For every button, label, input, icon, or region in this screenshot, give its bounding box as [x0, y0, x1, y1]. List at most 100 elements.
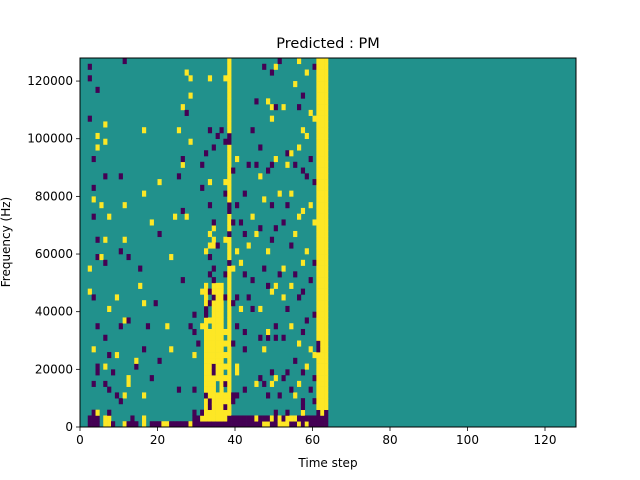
- heatmap-cell-low: [273, 225, 278, 232]
- heatmap-cell-low: [293, 357, 298, 364]
- heatmap-cell-low: [300, 328, 306, 336]
- heatmap-cell-high: [312, 219, 317, 226]
- heatmap-cell-high: [207, 415, 213, 422]
- heatmap-cell-low: [207, 127, 213, 134]
- y-tick-label: 60000: [35, 247, 73, 261]
- heatmap-cell-high: [324, 121, 329, 128]
- heatmap-cell-low: [312, 398, 317, 405]
- heatmap-cell-low: [316, 346, 321, 353]
- y-tick-label: 80000: [35, 189, 73, 203]
- heatmap-cell-low: [281, 334, 286, 341]
- heatmap-cell-low: [324, 415, 329, 422]
- heatmap-cell-high: [324, 403, 329, 411]
- heatmap-cell-low: [235, 323, 240, 330]
- heatmap-cell-high: [227, 190, 232, 197]
- heatmap-cell-high: [227, 109, 232, 116]
- heatmap-cell-low: [235, 294, 240, 301]
- heatmap-cell-high: [215, 305, 220, 312]
- heatmap-cell-high: [324, 271, 329, 278]
- heatmap-cell-low: [130, 421, 135, 428]
- heatmap-cell-high: [320, 305, 325, 312]
- heatmap-cell-high: [211, 415, 216, 422]
- heatmap-cell-high: [324, 69, 329, 76]
- heatmap-cell-low: [300, 415, 306, 422]
- heatmap-cell-low: [91, 294, 96, 301]
- heatmap-cell-low: [285, 202, 290, 209]
- heatmap-cell-low: [227, 132, 232, 140]
- heatmap-cell-high: [122, 317, 127, 324]
- heatmap-cell-high: [165, 323, 170, 330]
- heatmap-cell-low: [262, 415, 267, 422]
- heatmap-cell-low: [312, 421, 317, 428]
- heatmap-cell-low: [107, 352, 112, 359]
- heatmap-cell-low: [145, 323, 151, 330]
- heatmap-cell-low: [227, 415, 232, 422]
- heatmap-cell-high: [277, 190, 282, 197]
- heatmap-cell-low: [111, 421, 116, 428]
- heatmap-cell-low: [169, 421, 174, 428]
- heatmap-cell-low: [250, 277, 255, 284]
- heatmap-cell-low: [235, 415, 240, 422]
- heatmap-cell-low: [300, 398, 306, 405]
- heatmap-cell-high: [142, 300, 147, 307]
- heatmap-cell-low: [91, 409, 96, 416]
- heatmap-cell-high: [227, 288, 232, 295]
- heatmap-cell-low: [223, 403, 228, 411]
- heatmap-cell-high: [134, 357, 139, 364]
- heatmap-cell-high: [324, 236, 329, 243]
- heatmap-cell-low: [134, 363, 139, 370]
- heatmap-cell-high: [211, 380, 216, 387]
- heatmap-cell-high: [316, 352, 321, 359]
- heatmap-cell-low: [312, 375, 317, 382]
- heatmap-cell-high: [324, 86, 329, 93]
- heatmap-cell-high: [219, 375, 224, 382]
- heatmap-cell-high: [304, 363, 309, 370]
- heatmap-cell-low: [308, 415, 313, 422]
- heatmap-cell-low: [293, 161, 298, 168]
- heatmap-cell-low: [122, 58, 127, 65]
- heatmap-cell-low: [95, 421, 100, 428]
- heatmap-cell-low: [207, 398, 213, 405]
- heatmap-cell-high: [320, 184, 325, 191]
- heatmap-cell-low: [266, 334, 271, 341]
- heatmap-cell-low: [231, 219, 236, 226]
- heatmap-cell-high: [324, 375, 329, 382]
- heatmap-cell-low: [231, 340, 236, 347]
- heatmap-cell-low: [126, 254, 131, 261]
- heatmap-cell-high: [227, 81, 232, 88]
- heatmap-cell-high: [169, 254, 174, 261]
- heatmap-cell-low: [297, 294, 302, 301]
- heatmap-cell-high: [207, 352, 213, 359]
- heatmap-cell-high: [293, 392, 298, 399]
- heatmap-cell-high: [316, 58, 321, 65]
- heatmap-cell-high: [324, 179, 329, 186]
- heatmap-cell-high: [324, 207, 329, 214]
- heatmap-cell-low: [118, 323, 123, 330]
- heatmap-cell-high: [300, 259, 306, 266]
- heatmap-cell-low: [316, 409, 321, 416]
- heatmap-cell-low: [316, 421, 321, 428]
- heatmap-cell-low: [138, 265, 143, 272]
- heatmap-cell-low: [118, 398, 123, 405]
- heatmap-cell-high: [207, 179, 213, 186]
- heatmap-cell-high: [320, 132, 325, 140]
- heatmap-cell-high: [227, 328, 232, 336]
- heatmap-cell-low: [180, 277, 185, 284]
- heatmap-cell-low: [91, 184, 96, 191]
- heatmap-cell-high: [324, 184, 329, 191]
- heatmap-cell-high: [316, 179, 321, 186]
- heatmap-cell-high: [227, 346, 232, 353]
- heatmap-cell-high: [219, 282, 224, 289]
- heatmap-cell-low: [157, 421, 162, 428]
- heatmap-cell-high: [207, 409, 213, 416]
- heatmap-cell-high: [320, 144, 325, 151]
- heatmap-cell-low: [277, 58, 282, 65]
- heatmap-cell-high: [320, 104, 325, 111]
- heatmap-cell-high: [316, 115, 321, 122]
- heatmap-cell-high: [219, 392, 224, 399]
- heatmap-cell-low: [262, 265, 267, 272]
- heatmap-cell-high: [316, 184, 321, 191]
- heatmap-cell-low: [153, 300, 158, 307]
- heatmap-cell-low: [207, 288, 213, 295]
